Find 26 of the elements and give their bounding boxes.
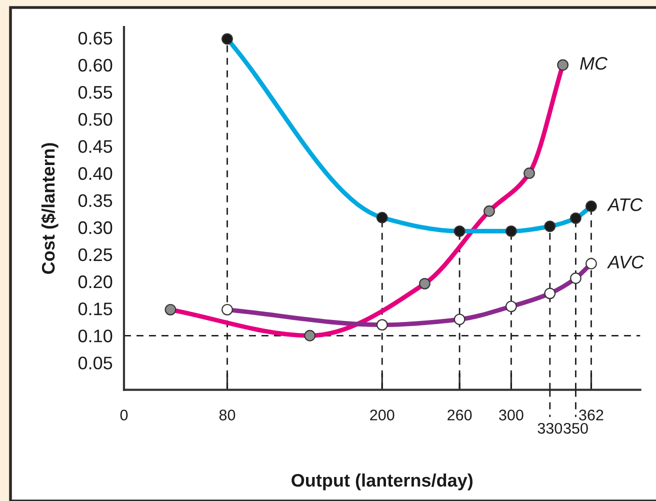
x2-tick-label: 350 [564,422,588,434]
series-label: AVC [606,256,644,268]
x-tick-label: 300 [499,410,524,420]
y-tick-label: 0.55 [78,86,112,99]
y-tick-label: 0.40 [78,167,112,180]
x-tick-label: 260 [448,410,472,420]
series-label: MC [580,57,608,70]
y-axis-title: Cost ($/lantern) [41,143,58,274]
y-tick-label: 0.50 [78,113,112,126]
y-tick-label: 0.20 [78,275,112,288]
y-tick-label: 0.35 [78,194,112,208]
x-axis-title: Output (lanterns/day) [292,473,473,490]
y-tick-label: 0.45 [78,140,112,153]
x-tick-label: 80 [219,410,236,420]
series-label: ATC [606,198,643,212]
x-tick-label: 362 [579,410,604,420]
x2-tick-label: 330 [538,422,562,434]
x-tick-label: 0 [120,410,128,420]
y-tick-label: 0.60 [78,58,112,72]
y-tick-label: 0.25 [78,248,112,262]
x-tick-label: 200 [370,410,394,420]
y-tick-label: 0.10 [78,330,112,342]
y-tick-label: 0.15 [78,302,112,316]
y-tick-label: 0.65 [78,32,112,45]
y-tick-label: 0.30 [78,221,112,234]
y-tick-label: 0.05 [78,356,112,370]
